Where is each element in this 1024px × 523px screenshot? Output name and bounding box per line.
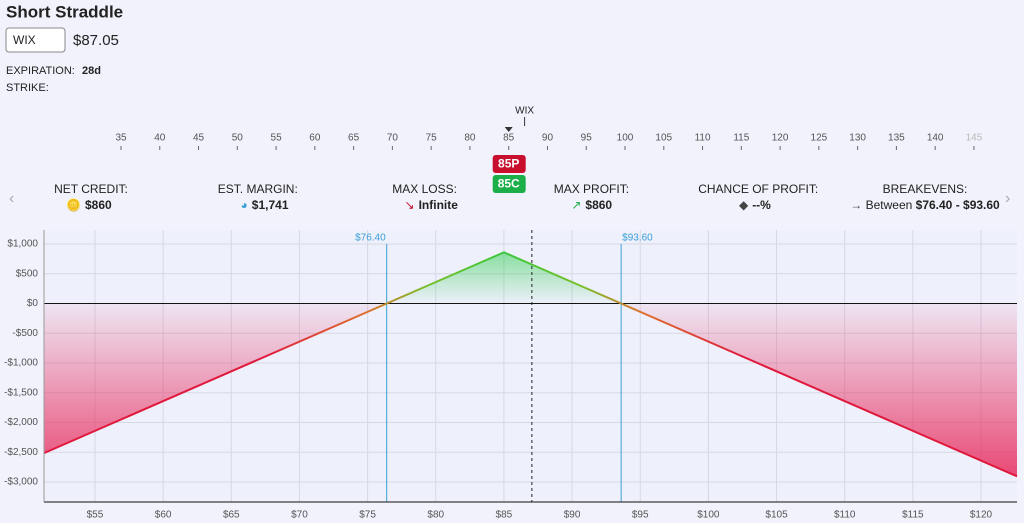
x-tick-label: $60 <box>155 510 172 521</box>
stat-value: $1,741 <box>252 198 289 212</box>
x-tick-label: $70 <box>291 510 308 521</box>
call-badge <box>492 175 526 193</box>
stat-label: MAX PROFIT: <box>554 182 629 196</box>
stat-label: NET CREDIT: <box>54 182 128 196</box>
x-tick-label: $105 <box>765 510 788 521</box>
breakeven-label: $93.60 <box>622 233 653 244</box>
symbol[interactable]: WIX <box>13 33 36 47</box>
stat-value: $860 <box>85 198 112 212</box>
breakeven-label: $76.40 <box>355 233 386 244</box>
stat-label: MAX LOSS: <box>392 182 457 196</box>
strike-marker <box>504 127 513 132</box>
y-tick-label: -$500 <box>12 328 38 339</box>
prev-arrow[interactable]: ‹ <box>9 190 14 207</box>
y-tick-label: $0 <box>27 298 39 309</box>
stat-label: CHANCE OF PROFIT: <box>698 182 818 196</box>
y-tick-label: -$2,000 <box>4 417 38 428</box>
stat-value: Infinite <box>419 198 459 212</box>
x-tick-label: $100 <box>697 510 720 521</box>
price: $87.05 <box>73 32 119 49</box>
x-tick-label: $55 <box>87 510 104 521</box>
strike-tick-label: 50 <box>232 133 244 144</box>
x-tick-label: $80 <box>427 510 444 521</box>
pnl-line <box>43 251 1018 478</box>
strike-tick-label: 125 <box>811 133 828 144</box>
strike-tick-label: 95 <box>581 133 593 144</box>
strike-tick-label: 45 <box>193 133 205 144</box>
x-tick-label: $75 <box>359 510 376 521</box>
strike-tick-label: 145 <box>966 133 983 144</box>
expiration: 28d <box>82 65 101 77</box>
y-tick-label: -$1,500 <box>4 387 38 398</box>
strike-tick-label: 110 <box>695 133 711 144</box>
y-tick-label: -$1,000 <box>4 358 38 369</box>
strike-tick-label: 75 <box>426 133 438 144</box>
x-tick-label: $85 <box>496 510 513 521</box>
stat-label: EST. MARGIN: <box>218 182 298 196</box>
strike-tick-label: 100 <box>617 133 634 144</box>
x-tick-label: $90 <box>564 510 581 521</box>
title: Short Straddle <box>6 2 123 21</box>
stat-icon: ◆ <box>739 198 749 212</box>
y-tick-label: -$2,500 <box>4 447 38 458</box>
stat-value: --% <box>752 198 771 212</box>
strike-tick-label: 140 <box>927 133 944 144</box>
strike-tick-label: 60 <box>309 133 321 144</box>
strike-tick-label: 40 <box>154 133 166 144</box>
stat-icon: ↘ <box>405 198 415 212</box>
y-tick-label: $1,000 <box>7 239 38 250</box>
strike-tick-label: 105 <box>655 133 672 144</box>
expiration-label: EXPIRATION: <box>6 65 75 77</box>
put-badge <box>492 155 526 173</box>
next-arrow[interactable]: › <box>1005 190 1010 207</box>
strike-tick-label: 65 <box>348 133 360 144</box>
pnl-area <box>44 252 1017 477</box>
y-tick-label: -$3,000 <box>4 477 38 488</box>
x-tick-label: $120 <box>970 510 993 521</box>
call-label: 85C <box>498 177 520 191</box>
put-label: 85P <box>498 157 519 171</box>
x-tick-label: $95 <box>632 510 649 521</box>
stat-icon: 🪙 <box>66 198 81 212</box>
strike-tick-label: 35 <box>115 133 127 144</box>
x-tick-label: $65 <box>223 510 240 521</box>
stat-value: → Between $76.40 - $93.60 <box>850 198 1000 212</box>
strike-tick-label: 80 <box>464 133 476 144</box>
strike-tick-label: 90 <box>542 133 554 144</box>
strike-tick-label: 55 <box>271 133 283 144</box>
stat-icon: ◕ <box>241 198 248 212</box>
strike-tick-label: 70 <box>387 133 399 144</box>
stat-prefix: Between <box>866 198 913 212</box>
strike-label: STRIKE: <box>6 82 49 94</box>
x-tick-label: $110 <box>834 510 856 521</box>
stat-icon: ↗ <box>571 198 581 212</box>
y-tick-label: $500 <box>16 268 39 279</box>
strike-tick-label: 115 <box>733 133 749 144</box>
strike-tick-label: 85 <box>503 133 515 144</box>
stat-icon: → <box>850 198 865 212</box>
stat-label: BREAKEVENS: <box>883 182 968 196</box>
stat-value-text: $76.40 - $93.60 <box>916 198 1000 212</box>
spot-label: WIX <box>515 106 534 117</box>
x-tick-label: $115 <box>902 510 924 521</box>
strike-tick-label: 135 <box>888 133 905 144</box>
strike-tick-label: 130 <box>849 133 866 144</box>
stat-value: $860 <box>585 198 612 212</box>
symbol-input[interactable] <box>5 27 66 53</box>
strike-tick-label: 120 <box>772 133 789 144</box>
